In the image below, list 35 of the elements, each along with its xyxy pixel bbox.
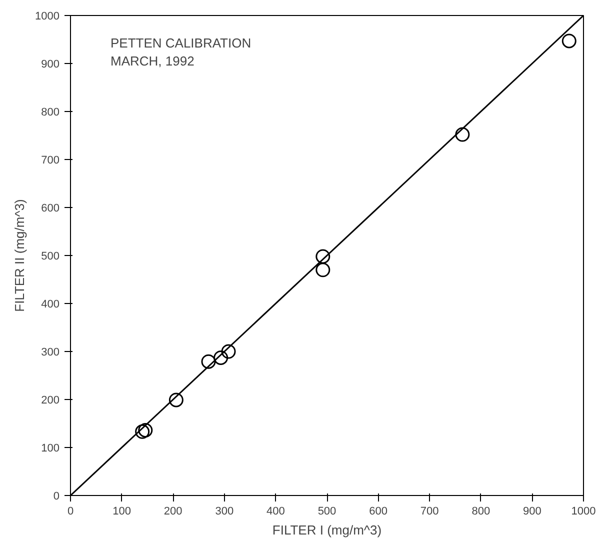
point: [168, 392, 184, 408]
y-tick-label: 200: [41, 394, 60, 406]
y-tick-label: 600: [41, 202, 60, 214]
text: PETTEN CALIBRATION MARCH, 1992: [110, 36, 252, 68]
x-tick-label: 300: [215, 506, 234, 518]
y-tick-label: 1000: [35, 10, 60, 22]
point: [135, 424, 150, 439]
y-tick-label: 400: [41, 298, 60, 310]
y-tick-label: 900: [41, 58, 60, 70]
x-tick-label: 100: [112, 506, 131, 518]
x-tick-label: 1000: [571, 506, 596, 518]
point: [316, 249, 330, 264]
x-tick-label: 400: [266, 506, 285, 518]
x-tick-label: 900: [523, 506, 542, 518]
x-tick-label: 800: [472, 506, 490, 518]
x-tick-label: 500: [318, 506, 336, 518]
point: [201, 354, 216, 369]
x-tick-label: 600: [369, 506, 388, 518]
y-tick-label: 300: [41, 346, 60, 358]
point: [221, 344, 236, 359]
y-tick-label: 800: [41, 106, 60, 118]
y-tick-label: 0: [53, 490, 60, 502]
point: [562, 34, 576, 48]
point: [455, 127, 470, 142]
y-tick-label: 100: [41, 442, 60, 454]
x-axis-title: FILTER I (mg/m^3): [272, 522, 382, 538]
y-axis-title: FILTER II (mg/m^3): [12, 199, 28, 312]
x-tick-label: 700: [420, 506, 439, 518]
x-tick-label: 0: [67, 506, 74, 518]
point: [316, 262, 330, 278]
point: [138, 422, 153, 438]
point: [214, 350, 228, 365]
y-tick-label: 700: [41, 154, 60, 166]
x-tick-label: 200: [164, 506, 182, 518]
y-tick-label: 500: [41, 250, 60, 262]
